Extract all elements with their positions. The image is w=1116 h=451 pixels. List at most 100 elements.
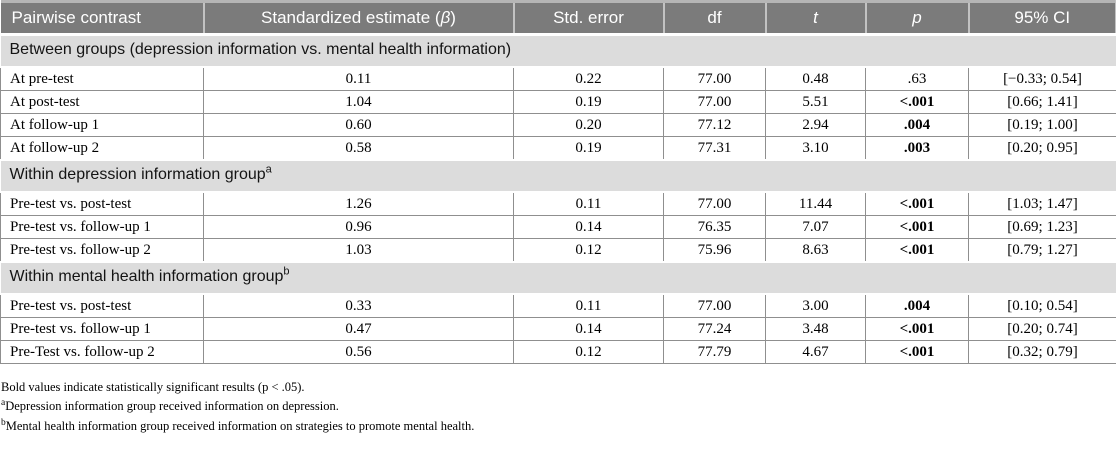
cell-estimate: 1.03: [203, 238, 514, 263]
footnote-a: aDepression information group received i…: [1, 397, 1108, 416]
cell-t: 11.44: [765, 191, 866, 216]
cell-p: <.001: [865, 340, 969, 364]
estimate-label-suffix: ): [450, 8, 456, 27]
col-header-t: t: [764, 0, 866, 36]
cell-ci: [0.20; 0.95]: [968, 136, 1116, 161]
cell-t: 5.51: [765, 90, 866, 114]
table-row: Pre-test vs. follow-up 1 0.96 0.14 76.35…: [0, 215, 1116, 239]
table-row: At follow-up 1 0.60 0.20 77.12 2.94 .004…: [0, 113, 1116, 137]
table-row: Pre-test vs. follow-up 2 1.03 0.12 75.96…: [0, 238, 1116, 263]
cell-estimate: 0.33: [203, 293, 514, 318]
col-header-p: p: [864, 0, 969, 36]
cell-ci: [−0.33; 0.54]: [968, 66, 1116, 91]
cell-std-error: 0.19: [513, 136, 664, 161]
cell-t: 0.48: [765, 66, 866, 91]
cell-estimate: 0.56: [203, 340, 514, 364]
cell-pairwise-contrast: At follow-up 1: [0, 113, 204, 137]
cell-t: 2.94: [765, 113, 866, 137]
cell-df: 77.79: [663, 340, 766, 364]
table-footnotes: Bold values indicate statistically signi…: [0, 364, 1116, 436]
table-row: Pre-test vs. post-test 1.26 0.11 77.00 1…: [0, 191, 1116, 216]
cell-t: 7.07: [765, 215, 866, 239]
cell-pairwise-contrast: Pre-test vs. post-test: [0, 191, 204, 216]
cell-estimate: 0.58: [203, 136, 514, 161]
col-header-pairwise-contrast: Pairwise contrast: [0, 0, 204, 36]
table-header: Pairwise contrast Standardized estimate …: [0, 0, 1116, 36]
estimate-label-prefix: Standardized estimate (: [261, 8, 441, 27]
cell-df: 77.12: [663, 113, 766, 137]
cell-p: .003: [865, 136, 969, 161]
footnote-sup-a: a: [1, 398, 6, 409]
cell-t: 3.10: [765, 136, 866, 161]
cell-df: 77.31: [663, 136, 766, 161]
cell-pairwise-contrast: At post-test: [0, 90, 204, 114]
footnote-text: < .05).: [268, 380, 305, 394]
footnote-text: Bold values indicate statistically signi…: [1, 380, 263, 394]
cell-pairwise-contrast: Pre-Test vs. follow-up 2: [0, 340, 204, 364]
cell-p: <.001: [865, 215, 969, 239]
cell-p: .63: [865, 66, 969, 91]
section-title-sup: b: [283, 265, 290, 278]
cell-df: 76.35: [663, 215, 766, 239]
footnote-text: Mental health information group received…: [5, 418, 475, 433]
section-title-text: Between groups (depression information v…: [9, 41, 512, 58]
cell-t: 3.00: [765, 293, 866, 318]
table-row: At pre-test 0.11 0.22 77.00 0.48 .63 [−0…: [0, 66, 1116, 91]
cell-p: <.001: [865, 90, 969, 114]
cell-estimate: 0.96: [203, 215, 514, 239]
col-header-standardized-estimate: Standardized estimate (β): [202, 0, 514, 36]
cell-t: 8.63: [765, 238, 866, 263]
section-title-text: Within mental health information group: [9, 268, 284, 285]
cell-std-error: 0.20: [513, 113, 664, 137]
cell-ci: [0.79; 1.27]: [968, 238, 1116, 263]
header-row: Pairwise contrast Standardized estimate …: [0, 0, 1116, 36]
footnote-text: Depression information group received in…: [5, 399, 339, 414]
cell-std-error: 0.19: [513, 90, 664, 114]
section-title-sup: a: [265, 163, 272, 176]
footnote-p-symbol: p: [262, 380, 269, 394]
cell-df: 77.00: [663, 66, 766, 91]
cell-ci: [1.03; 1.47]: [968, 191, 1116, 216]
cell-pairwise-contrast: Pre-test vs. post-test: [0, 293, 204, 318]
cell-estimate: 1.26: [203, 191, 514, 216]
cell-df: 77.00: [663, 293, 766, 318]
cell-ci: [0.32; 0.79]: [968, 340, 1116, 364]
cell-df: 77.00: [663, 90, 766, 114]
col-header-ci: 95% CI: [967, 0, 1116, 36]
cell-df: 77.24: [663, 317, 766, 341]
footnote-bold-values: Bold values indicate statistically signi…: [1, 378, 1108, 397]
footnote-b: bMental health information group receive…: [1, 417, 1108, 436]
table-row: At post-test 1.04 0.19 77.00 5.51 <.001 …: [0, 90, 1116, 114]
cell-pairwise-contrast: At pre-test: [0, 66, 204, 91]
col-header-std-error: Std. error: [512, 0, 664, 36]
cell-p: <.001: [865, 238, 969, 263]
section-title-text: Within depression information group: [9, 166, 266, 183]
section-title: Within mental health information groupb: [0, 261, 1116, 295]
cell-df: 75.96: [663, 238, 766, 263]
pairwise-contrasts-table: Pairwise contrast Standardized estimate …: [0, 0, 1116, 364]
cell-std-error: 0.14: [513, 215, 664, 239]
cell-pairwise-contrast: Pre-test vs. follow-up 2: [0, 238, 204, 263]
table-row: Pre-Test vs. follow-up 2 0.56 0.12 77.79…: [0, 340, 1116, 364]
cell-pairwise-contrast: Pre-test vs. follow-up 1: [0, 215, 204, 239]
table-row: Pre-test vs. post-test 0.33 0.11 77.00 3…: [0, 293, 1116, 318]
cell-t: 3.48: [765, 317, 866, 341]
cell-estimate: 0.47: [203, 317, 514, 341]
cell-p: .004: [865, 113, 969, 137]
cell-ci: [0.66; 1.41]: [968, 90, 1116, 114]
cell-p: <.001: [865, 317, 969, 341]
cell-ci: [0.10; 0.54]: [968, 293, 1116, 318]
footnote-sup-b: b: [1, 417, 6, 428]
cell-estimate: 0.11: [203, 66, 514, 91]
cell-std-error: 0.12: [513, 238, 664, 263]
cell-std-error: 0.11: [513, 293, 664, 318]
cell-ci: [0.20; 0.74]: [968, 317, 1116, 341]
table-row: Pre-test vs. follow-up 1 0.47 0.14 77.24…: [0, 317, 1116, 341]
cell-std-error: 0.11: [513, 191, 664, 216]
cell-p: <.001: [865, 191, 969, 216]
cell-df: 77.00: [663, 191, 766, 216]
cell-std-error: 0.22: [513, 66, 664, 91]
section-row-within-mental-health: Within mental health information groupb: [0, 261, 1116, 295]
cell-std-error: 0.14: [513, 317, 664, 341]
cell-std-error: 0.12: [513, 340, 664, 364]
